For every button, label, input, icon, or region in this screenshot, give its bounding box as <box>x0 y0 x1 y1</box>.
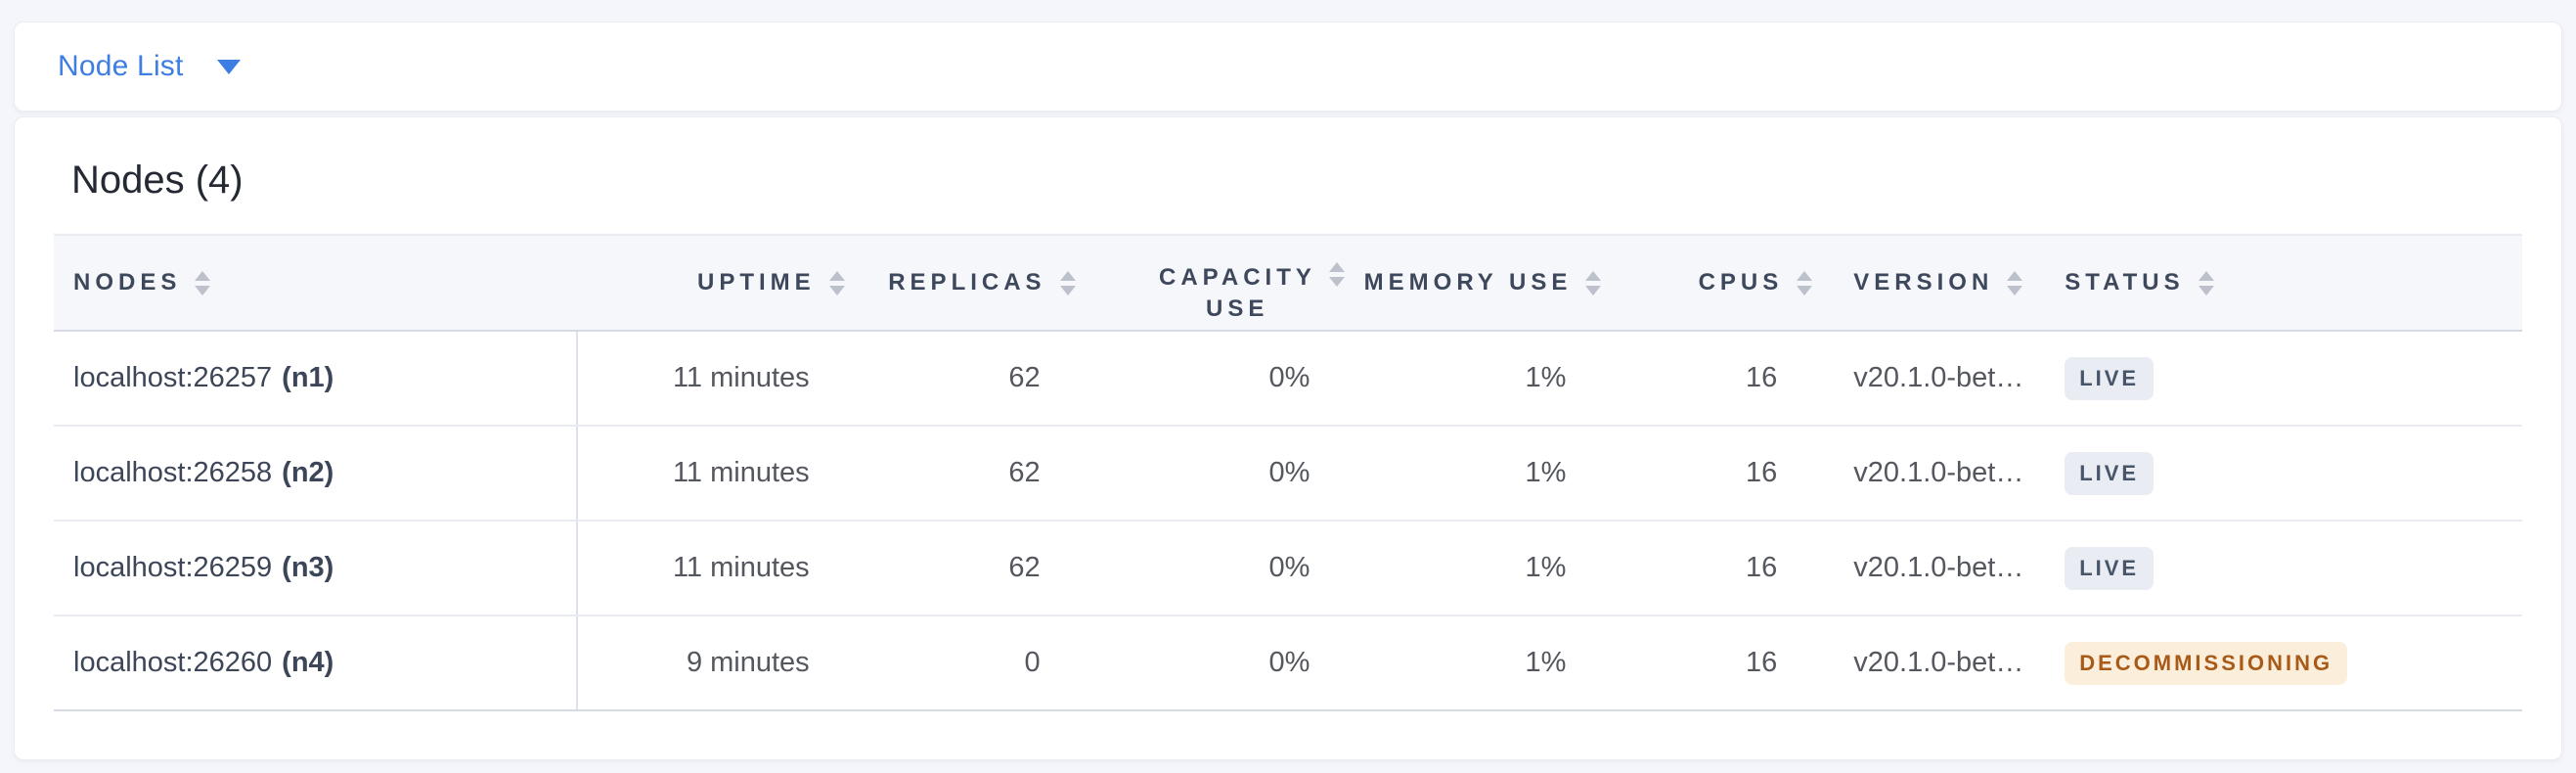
column-header-nodes[interactable]: NODES <box>54 269 578 296</box>
replicas-cell: 62 <box>1008 552 1041 583</box>
sort-icon[interactable] <box>2007 270 2023 296</box>
capacity-use-cell: 0% <box>1268 552 1310 583</box>
sort-icon[interactable] <box>1585 270 1602 296</box>
sort-icon[interactable] <box>2198 270 2214 296</box>
status-badge: DECOMMISSIONING <box>2065 641 2348 685</box>
caret-down-icon <box>216 59 241 74</box>
nodes-card: Nodes (4) NODES UPTIME REPLICAS CAPACITY… <box>14 116 2562 760</box>
node-address-cell[interactable]: localhost:26257 (n1) <box>54 332 578 425</box>
nodes-table: NODES UPTIME REPLICAS CAPACITY USE MEMOR… <box>54 234 2522 711</box>
status-badge: LIVE <box>2065 546 2154 590</box>
cpus-cell: 16 <box>1746 362 1778 393</box>
node-id: (n3) <box>282 552 334 583</box>
column-header-version[interactable]: VERSION <box>1828 269 2053 296</box>
sort-icon[interactable] <box>1329 261 1346 287</box>
node-address[interactable]: localhost:26259 <box>73 552 273 583</box>
uptime-cell: 11 minutes <box>672 457 810 488</box>
memory-use-cell: 1% <box>1525 457 1567 488</box>
version-cell: v20.1.0-bet… <box>1853 457 2024 488</box>
replicas-cell: 0 <box>1024 647 1041 678</box>
sort-icon[interactable] <box>1059 270 1076 296</box>
uptime-cell: 9 minutes <box>686 647 810 678</box>
sort-icon[interactable] <box>1797 270 1813 296</box>
node-id: (n2) <box>282 457 334 488</box>
column-header-cpus[interactable]: CPUS <box>1617 269 1828 296</box>
version-cell: v20.1.0-bet… <box>1853 362 2024 393</box>
version-cell: v20.1.0-bet… <box>1853 552 2024 583</box>
replicas-cell: 62 <box>1008 457 1041 488</box>
memory-use-cell: 1% <box>1525 647 1567 678</box>
table-row: localhost:26257 (n1) 11 minutes 62 0% 1%… <box>54 332 2522 427</box>
sort-icon[interactable] <box>195 270 211 296</box>
replicas-cell: 62 <box>1008 362 1041 393</box>
capacity-use-cell: 0% <box>1268 647 1310 678</box>
capacity-use-cell: 0% <box>1268 457 1310 488</box>
table-row: localhost:26260 (n4) 9 minutes 0 0% 1% 1… <box>54 616 2522 711</box>
node-address-cell[interactable]: localhost:26260 (n4) <box>54 616 578 709</box>
version-cell: v20.1.0-bet… <box>1853 647 2024 678</box>
cpus-cell: 16 <box>1746 647 1778 678</box>
uptime-cell: 11 minutes <box>672 362 810 393</box>
node-address-cell[interactable]: localhost:26258 (n2) <box>54 427 578 520</box>
status-cell: LIVE <box>2053 451 2522 495</box>
column-header-capacity-use[interactable]: CAPACITY USE <box>1091 241 1361 326</box>
node-id: (n4) <box>282 647 334 678</box>
node-list-dropdown[interactable]: Node List <box>58 50 241 83</box>
table-header-row: NODES UPTIME REPLICAS CAPACITY USE MEMOR… <box>54 234 2522 332</box>
node-list-dropdown-label: Node List <box>58 50 184 82</box>
node-address-cell[interactable]: localhost:26259 (n3) <box>54 522 578 614</box>
status-badge: LIVE <box>2065 356 2154 400</box>
status-cell: DECOMMISSIONING <box>2053 641 2522 685</box>
node-address[interactable]: localhost:26257 <box>73 362 273 393</box>
column-header-replicas[interactable]: REPLICAS <box>861 269 1091 296</box>
view-selector-bar: Node List <box>14 22 2562 112</box>
status-cell: LIVE <box>2053 546 2522 590</box>
cpus-cell: 16 <box>1746 552 1778 583</box>
node-address[interactable]: localhost:26258 <box>73 457 273 488</box>
column-header-memory-use[interactable]: MEMORY USE <box>1360 269 1617 296</box>
node-address[interactable]: localhost:26260 <box>73 647 273 678</box>
uptime-cell: 11 minutes <box>672 552 810 583</box>
node-id: (n1) <box>282 362 334 393</box>
sort-icon[interactable] <box>828 270 845 296</box>
status-cell: LIVE <box>2053 356 2522 400</box>
column-header-status[interactable]: STATUS <box>2053 269 2522 296</box>
memory-use-cell: 1% <box>1525 552 1567 583</box>
capacity-use-cell: 0% <box>1268 362 1310 393</box>
column-header-uptime[interactable]: UPTIME <box>578 269 861 296</box>
table-row: localhost:26259 (n3) 11 minutes 62 0% 1%… <box>54 522 2522 616</box>
status-badge: LIVE <box>2065 451 2154 495</box>
table-row: localhost:26258 (n2) 11 minutes 62 0% 1%… <box>54 427 2522 522</box>
cpus-cell: 16 <box>1746 457 1778 488</box>
memory-use-cell: 1% <box>1525 362 1567 393</box>
page-title: Nodes (4) <box>71 159 244 202</box>
